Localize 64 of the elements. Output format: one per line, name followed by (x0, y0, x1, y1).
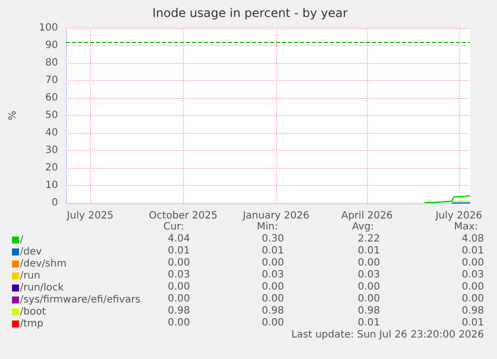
text: 0.00 (358, 294, 380, 304)
x-tick-label: July 2026 (434, 210, 482, 222)
chart-title: Inode usage in percent - by year (152, 6, 348, 20)
y-tick-label: 40 (45, 128, 58, 138)
text: Last update: Sun Jul 26 23:20:00 2026 (291, 330, 484, 340)
text: 0.00 (262, 258, 284, 268)
legend-label: /sys/firmware/efi/efivars (20, 294, 140, 306)
legend-label: /dev/shm (20, 258, 66, 270)
text: 0.00 (262, 318, 284, 328)
text: 0.01 (462, 246, 484, 256)
legend-label: /boot (20, 306, 46, 318)
text: 0.03 (462, 270, 484, 280)
text: 4.08 (462, 234, 484, 244)
x-tick-label: January 2026 (242, 210, 310, 222)
text: 0.03 (168, 270, 190, 280)
text: 0.00 (462, 294, 484, 304)
text: Avg: (352, 222, 374, 232)
legend-label: /tmp (20, 318, 44, 330)
text: 0.98 (462, 306, 484, 316)
text: Min: (256, 222, 278, 232)
text: 0.01 (462, 318, 484, 328)
y-axis-title: % (8, 110, 18, 120)
text: 0.00 (462, 258, 484, 268)
y-tick-label: 60 (45, 92, 58, 104)
x-tick-label: October 2025 (148, 210, 218, 222)
text: Max: (454, 222, 478, 232)
y-tick-label: 10 (45, 180, 58, 191)
legend-label: /dev (20, 246, 42, 258)
text: 0.00 (168, 318, 190, 328)
legend-label: /run (20, 270, 40, 282)
text: Cur: (163, 222, 184, 232)
y-tick-label: 70 (45, 75, 58, 86)
y-tick-label: 100 (38, 22, 58, 34)
text: 0.01 (358, 246, 380, 256)
text: 0.00 (262, 294, 284, 304)
x-tick-label: July 2025 (66, 210, 114, 222)
text: 2.22 (358, 234, 380, 244)
text: 0.03 (262, 270, 284, 280)
legend-label: / (20, 234, 24, 246)
y-tick-label: 0 (52, 198, 58, 208)
y-tick-label: 90 (45, 40, 58, 51)
text: 0.01 (358, 318, 380, 328)
line-series (424, 195, 471, 204)
text: 0.00 (262, 282, 284, 292)
text: 0.98 (358, 306, 380, 316)
y-tick-label: 80 (45, 58, 58, 68)
y-tick-label: 20 (45, 162, 58, 174)
text: 0.00 (168, 258, 190, 268)
text: 0.00 (168, 282, 190, 292)
text: 0.00 (168, 294, 190, 304)
legend-label: /run/lock (20, 282, 64, 294)
text: 0.30 (262, 234, 284, 244)
text: 0.03 (358, 270, 380, 280)
text: 0.01 (262, 246, 284, 256)
y-tick-label: 50 (45, 110, 58, 121)
y-tick-label: 30 (45, 145, 58, 156)
text: 0.00 (358, 258, 380, 268)
text: 4.04 (168, 234, 190, 244)
text: 0.01 (168, 246, 190, 256)
text: 0.00 (462, 282, 484, 292)
text: 0.00 (358, 282, 380, 292)
text: 0.98 (262, 306, 284, 316)
text: 0.98 (168, 306, 190, 316)
x-tick-label: April 2026 (341, 210, 393, 222)
